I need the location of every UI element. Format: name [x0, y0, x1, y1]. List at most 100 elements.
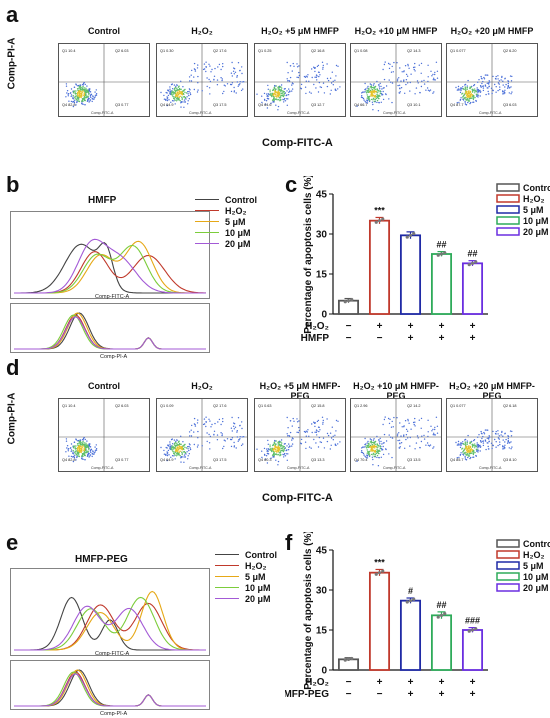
flow-event-dot: [408, 67, 410, 69]
legend-label: 20 μM: [523, 227, 549, 237]
flow-event-dot: [488, 435, 490, 437]
flow-event-dot: [94, 449, 97, 451]
flow-event-dot: [369, 438, 371, 440]
flow-event-dot: [181, 96, 183, 98]
flow-event-dot: [376, 456, 378, 459]
flow-event-dot: [178, 96, 180, 99]
flow-event-dot: [502, 435, 504, 437]
flow-event-dot: [82, 445, 84, 447]
legend-entry: 10 μM: [215, 582, 277, 593]
flow-event-dot: [296, 63, 298, 65]
flow-event-dot: [409, 436, 411, 439]
flow-event-dot: [487, 445, 489, 448]
flow-event-dot: [500, 79, 502, 81]
flow-event-dot: [420, 62, 423, 65]
flow-event-dot: [277, 445, 280, 447]
flow-event-dot: [366, 97, 368, 99]
flow-event-dot: [187, 103, 189, 105]
flow-event-dot: [289, 90, 291, 93]
flow-event-dot: [167, 94, 170, 97]
flow-event-dot: [186, 96, 188, 98]
flow-event-dot: [492, 89, 494, 91]
flow-event-dot: [378, 457, 380, 459]
quadrant-label: Q2 16.8: [311, 49, 325, 53]
flow-event-dot: [172, 450, 174, 452]
flow-event-dot: [495, 430, 497, 433]
flow-event-dot: [93, 452, 96, 454]
flow-event-dot: [72, 97, 74, 99]
flow-event-dot: [81, 458, 83, 460]
flow-event-dot: [179, 450, 182, 452]
treatment-sign: +: [470, 333, 476, 344]
flow-event-dot: [403, 80, 405, 82]
flow-event-dot: [463, 98, 465, 100]
flow-event-dot: [365, 445, 367, 447]
flow-event-dot: [287, 94, 290, 96]
flow-event-dot: [310, 447, 312, 449]
legend-swatch: [195, 221, 219, 222]
flow-event-dot: [433, 91, 435, 93]
data-point: [412, 597, 416, 601]
flow-event-dot: [208, 442, 211, 444]
flow-event-dot: [497, 82, 500, 84]
flow-event-dot: [482, 435, 484, 438]
flow-event-dot: [374, 96, 376, 98]
flow-event-dot: [298, 74, 301, 77]
flow-event-dot: [89, 455, 91, 457]
flow-event-dot: [282, 445, 284, 447]
flow-event-dot: [364, 88, 367, 90]
flow-event-dot: [436, 70, 439, 72]
flow-event-dot: [414, 421, 416, 423]
flow-event-dot: [84, 87, 86, 89]
flow-event-dot: [420, 427, 422, 429]
flow-event-dot: [182, 451, 185, 453]
flow-event-dot: [277, 109, 279, 111]
flow-event-dot: [477, 436, 479, 438]
flow-event-dot: [163, 98, 166, 100]
flow-event-dot: [220, 68, 222, 71]
fitc-histogram-frame: [10, 211, 210, 299]
quadrant-label: Q2 17.6: [213, 404, 227, 408]
flow-small-axis-label: Comp-FITC-A: [287, 111, 310, 115]
flow-event-dot: [275, 453, 278, 455]
flow-event-dot: [275, 91, 277, 93]
flow-event-dot: [273, 442, 276, 444]
flow-event-dot: [206, 77, 208, 79]
flow-event-dot: [240, 89, 243, 92]
flow-event-dot: [469, 95, 471, 98]
flow-event-dot: [337, 443, 339, 445]
fitc-histogram-curve: [14, 590, 206, 651]
flow-event-dot: [172, 88, 174, 90]
data-point: [343, 300, 347, 304]
flow-event-dot: [70, 443, 73, 445]
flow-event-dot: [163, 449, 165, 452]
flow-event-dot: [175, 444, 177, 447]
flow-event-dot: [291, 445, 293, 447]
flow-event-dot: [176, 453, 178, 455]
legend-swatch: [215, 598, 239, 599]
flow-event-dot: [181, 456, 183, 458]
flow-event-dot: [233, 91, 235, 93]
flow-event-dot: [271, 448, 273, 451]
flow-event-dot: [210, 71, 212, 73]
flow-small-axis-label: Comp-FITC-A: [189, 466, 212, 470]
flow-event-dot: [174, 446, 177, 448]
flow-event-dot: [370, 453, 373, 456]
flow-event-dot: [201, 90, 203, 92]
flow-event-dot: [462, 441, 464, 443]
flow-event-dot: [370, 98, 373, 101]
flow-event-dot: [230, 445, 233, 448]
flow-event-dot: [256, 448, 258, 450]
flow-event-dot: [272, 95, 275, 98]
flow-event-dot: [472, 452, 475, 454]
flow-event-dot: [84, 454, 86, 456]
flow-event-dot: [475, 99, 477, 102]
flow-event-dot: [465, 449, 468, 451]
flow-event-dot: [495, 91, 497, 93]
quadrant-label: Q1 0.63: [258, 404, 272, 408]
flow-event-dot: [91, 100, 93, 103]
flow-event-dot: [507, 84, 509, 87]
flow-event-dot: [383, 433, 386, 436]
flow-event-dot: [314, 425, 316, 428]
flow-event-dot: [375, 445, 377, 448]
